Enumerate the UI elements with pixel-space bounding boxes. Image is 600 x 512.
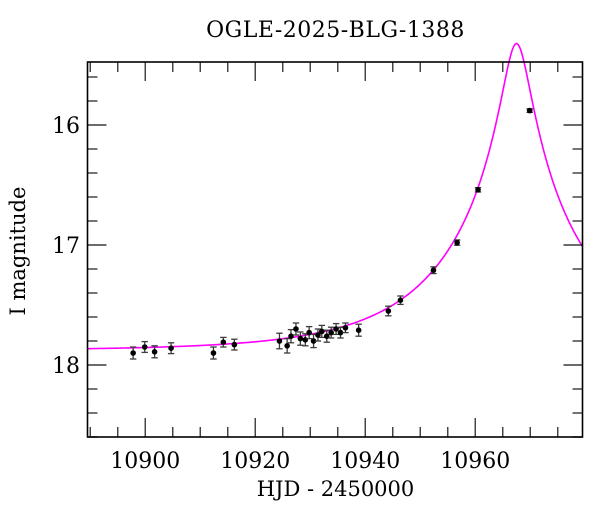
plot-frame <box>86 61 584 438</box>
data-point <box>231 338 238 351</box>
data-point <box>220 336 227 348</box>
x-tick-label: 10960 <box>440 449 510 474</box>
y-tick-label: 17 <box>52 234 80 259</box>
x-tick-label: 10940 <box>330 449 400 474</box>
data-point <box>355 323 362 337</box>
data-point <box>276 332 283 350</box>
data-point <box>342 322 349 334</box>
y-tick-label: 18 <box>52 354 80 379</box>
data-point <box>210 346 217 360</box>
data-point <box>526 107 533 114</box>
data-point <box>318 324 325 339</box>
data-points <box>129 107 533 360</box>
data-point <box>305 325 313 340</box>
x-tick-label: 10900 <box>110 449 180 474</box>
data-point <box>337 326 344 339</box>
data-point <box>474 186 482 193</box>
data-point <box>287 328 295 344</box>
data-point <box>283 337 291 354</box>
axis-ticks <box>87 62 583 438</box>
y-tick-label: 16 <box>52 114 80 139</box>
chart-title: OGLE-2025-BLG-1388 <box>206 18 465 43</box>
data-point <box>323 329 330 343</box>
tick-labels: 10900 10920 10940 10960 16 17 18 <box>52 114 510 474</box>
data-point <box>314 328 322 342</box>
data-point <box>453 239 461 246</box>
data-point <box>151 345 158 359</box>
data-point <box>302 333 309 347</box>
y-axis-title: I magnitude <box>6 186 30 316</box>
data-point <box>297 331 304 346</box>
data-point <box>385 305 392 317</box>
data-point <box>327 326 335 339</box>
data-point <box>397 295 404 306</box>
data-point <box>141 340 148 354</box>
data-point <box>292 322 300 336</box>
data-point <box>129 346 137 360</box>
data-point <box>430 266 437 275</box>
x-tick-label: 10920 <box>220 449 290 474</box>
x-axis-title: HJD - 2450000 <box>256 477 415 501</box>
data-point <box>167 342 175 355</box>
model-curve <box>87 42 584 350</box>
